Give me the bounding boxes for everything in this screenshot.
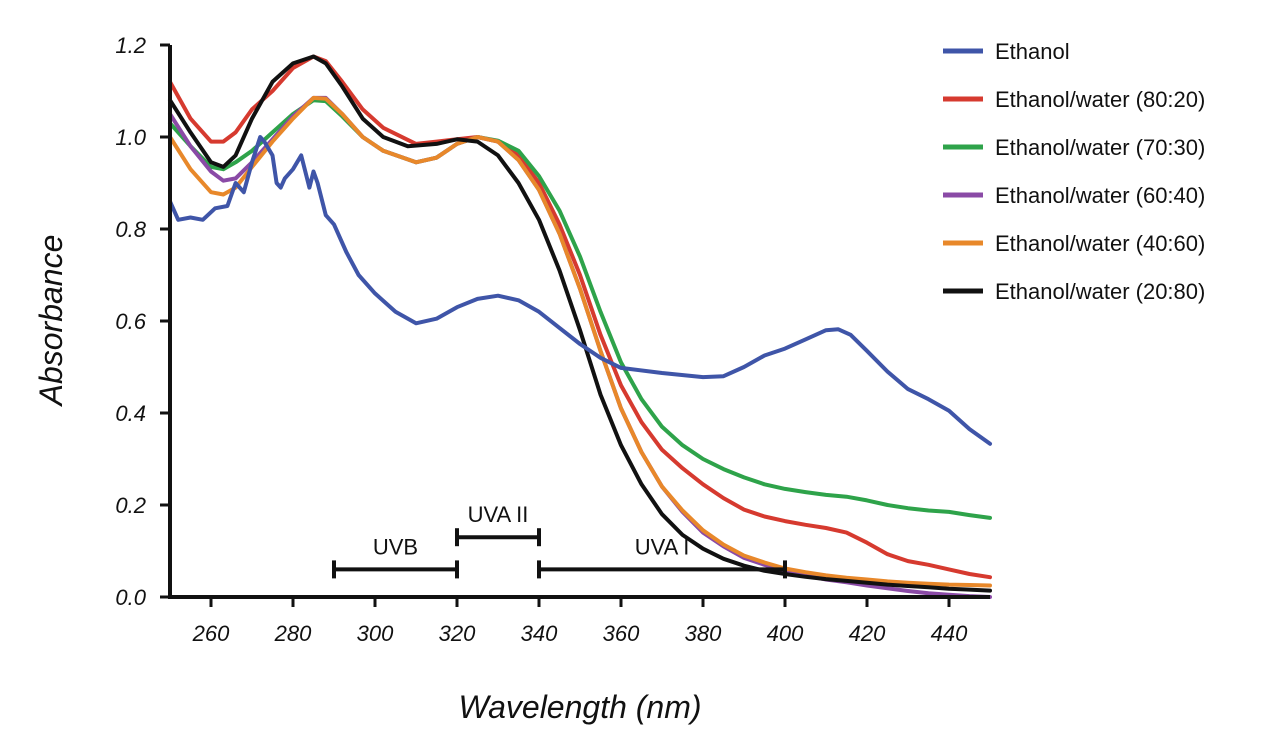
x-tick-label: 360 [603, 621, 640, 646]
legend-label-5: Ethanol/water (20:80) [995, 279, 1205, 304]
legend-label-2: Ethanol/water (70:30) [995, 135, 1205, 160]
y-tick-label: 1.2 [115, 33, 146, 58]
x-tick-label: 300 [357, 621, 394, 646]
y-tick-label: 1.0 [115, 125, 146, 150]
series-line-3 [168, 95, 992, 599]
x-tick-label: 280 [274, 621, 312, 646]
uv-band-annotations: UVB UVA II UVA I [332, 502, 787, 579]
series-line-1 [168, 54, 992, 580]
x-tick-label: 260 [192, 621, 230, 646]
legend-label-1: Ethanol/water (80:20) [995, 87, 1205, 112]
x-tick-label: 400 [767, 621, 804, 646]
band-label: UVA I [635, 534, 690, 559]
legend-label-3: Ethanol/water (60:40) [995, 183, 1205, 208]
plot-series-group [168, 54, 992, 599]
y-ticks-group: 0.0 0.2 0.4 0.6 0.8 1.0 1.2 [115, 33, 170, 610]
series-line-2 [168, 98, 992, 520]
y-tick-label: 0.0 [115, 585, 146, 610]
legend: Ethanol Ethanol/water (80:20) Ethanol/wate… [943, 39, 1205, 304]
y-tick-label: 0.6 [115, 309, 146, 334]
x-tick-label: 340 [521, 621, 558, 646]
legend-label-0: Ethanol [995, 39, 1070, 64]
band-label: UVB [373, 534, 418, 559]
x-tick-label: 380 [685, 621, 722, 646]
x-tick-label: 420 [849, 621, 886, 646]
y-axis-title: Absorbance [33, 235, 69, 408]
y-tick-label: 0.2 [115, 493, 146, 518]
y-tick-label: 0.8 [115, 217, 146, 242]
x-axis-title: Wavelength (nm) [458, 689, 701, 725]
x-tick-label: 320 [439, 621, 476, 646]
series-line-0 [168, 135, 992, 446]
series-line-4 [168, 95, 992, 588]
y-tick-label: 0.4 [115, 401, 146, 426]
legend-label-4: Ethanol/water (40:60) [995, 231, 1205, 256]
band-label: UVA II [468, 502, 529, 527]
series-line-5 [168, 54, 992, 593]
x-ticks-group: 260 280 300 320 340 360 380 400 420 440 [192, 597, 968, 646]
x-tick-label: 440 [931, 621, 968, 646]
